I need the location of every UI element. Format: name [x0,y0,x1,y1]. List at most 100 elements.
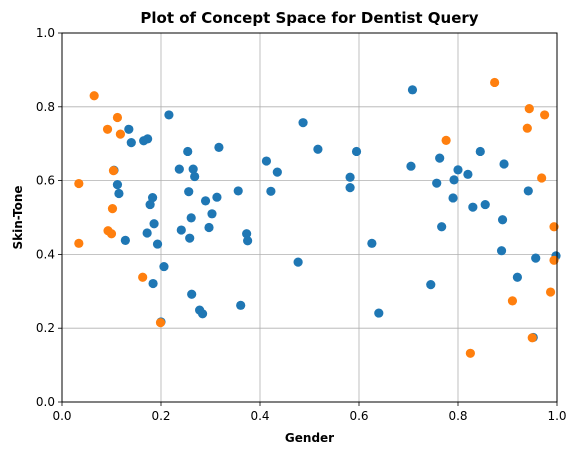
chart-title: Plot of Concept Space for Dentist Query [140,9,478,27]
scatter-point-series-1 [120,235,130,245]
scatter-point-series-2 [74,178,84,189]
scatter-point-series-2 [522,123,532,133]
y-tick-label: 0.0 [36,395,55,409]
scatter-point-series-1 [164,110,174,120]
scatter-point-series-1 [499,159,509,169]
scatter-point-series-1 [345,183,355,193]
scatter-point-series-2 [537,173,547,183]
scatter-point-series-1 [351,146,362,157]
scatter-point-series-2 [540,110,550,120]
scatter-point-series-1 [159,261,169,272]
scatter-point-series-1 [149,219,159,229]
x-tick-label: 1.0 [547,409,566,423]
scatter-point-series-1 [148,278,158,289]
scatter-point-series-1 [176,225,186,235]
scatter-point-series-2 [108,166,119,176]
scatter-point-series-2 [89,91,99,101]
scatter-point-series-1 [188,164,198,174]
scatter-point-series-1 [468,202,478,212]
scatter-point-series-1 [475,146,485,157]
scatter-point-series-2 [107,204,118,214]
scatter-point-series-1 [243,236,253,246]
y-axis-label: Skin-Tone [11,185,25,249]
plot-frame [61,32,558,403]
scatter-point-series-1 [204,222,214,233]
data-points [74,77,561,358]
y-tick-label: 0.2 [36,321,55,335]
scatter-point-series-2 [138,272,148,282]
x-axis-label: Gender [285,431,334,445]
scatter-point-series-1 [512,272,523,282]
scatter-point-series-1 [186,213,196,223]
scatter-point-series-2 [112,112,123,123]
x-tick-label: 0.0 [52,409,71,423]
scatter-point-series-1 [112,180,123,190]
y-tick-label: 1.0 [36,26,55,40]
y-tick-label: 0.4 [36,247,55,261]
scatter-point-series-1 [142,228,152,238]
scatter-point-series-1 [480,199,490,210]
scatter-point-series-1 [313,144,323,154]
scatter-point-series-2 [441,135,451,145]
scatter-point-series-2 [74,238,84,248]
scatter-point-series-1 [236,300,246,310]
scatter-point-series-1 [426,280,436,290]
scatter-point-series-1 [345,172,355,182]
scatter-point-series-2 [155,318,166,328]
scatter-point-series-1 [374,308,384,318]
scatter-point-series-1 [207,209,217,219]
scatter-point-series-1 [190,171,200,182]
scatter-point-series-1 [212,192,222,202]
scatter-point-series-2 [527,333,537,343]
x-tick-label: 0.6 [349,409,368,423]
scatter-point-series-1 [233,186,243,196]
scatter-point-series-1 [200,196,211,206]
scatter-point-series-2 [115,129,126,139]
scatter-point-series-1 [437,222,447,232]
scatter-point-series-1 [406,161,416,171]
scatter-point-series-1 [463,169,473,179]
scatter-point-series-1 [266,186,276,196]
scatter-point-series-2 [524,104,534,114]
scatter-point-series-1 [143,134,153,144]
grid-lines [61,32,558,403]
y-tick-label: 0.6 [36,174,55,188]
scatter-point-series-1 [124,124,134,134]
scatter-point-series-2 [549,222,559,232]
scatter-point-series-1 [531,253,541,263]
scatter-point-series-1 [367,238,377,248]
scatter-point-series-1 [496,246,507,256]
scatter-point-series-1 [126,137,136,148]
scatter-point-series-1 [448,193,458,203]
scatter-point-series-1 [261,156,272,166]
scatter-point-series-1 [407,85,418,95]
scatter-point-series-1 [242,229,252,239]
x-tick-label: 0.8 [448,409,467,423]
scatter-point-series-1 [152,239,163,249]
scatter-point-series-2 [465,348,475,358]
scatter-point-series-1 [298,118,308,128]
y-tick-label: 0.8 [36,100,55,114]
scatter-point-series-2 [490,77,500,88]
scatter-point-series-1 [432,178,442,188]
scatter-point-series-1 [523,186,533,196]
scatter-point-series-1 [293,257,303,267]
scatter-point-series-1 [449,175,459,185]
x-axis-ticks: 0.0 0.2 0.4 0.6 0.8 1.0 [52,402,567,423]
scatter-point-series-2 [102,124,113,134]
scatter-point-series-1 [174,164,184,174]
scatter-point-series-1 [497,215,508,225]
scatter-point-series-2 [549,255,559,265]
scatter-point-series-1 [185,233,195,243]
scatter-point-series-1 [145,199,155,210]
scatter-point-series-2 [545,287,556,297]
scatter-point-series-2 [507,296,518,306]
scatter-point-series-1 [453,165,463,175]
scatter-point-series-1 [187,289,197,299]
scatter-point-series-1 [272,167,282,177]
x-tick-label: 0.2 [151,409,170,423]
x-tick-label: 0.4 [250,409,269,423]
scatter-point-series-2 [106,229,117,239]
scatter-point-series-1 [147,192,158,203]
